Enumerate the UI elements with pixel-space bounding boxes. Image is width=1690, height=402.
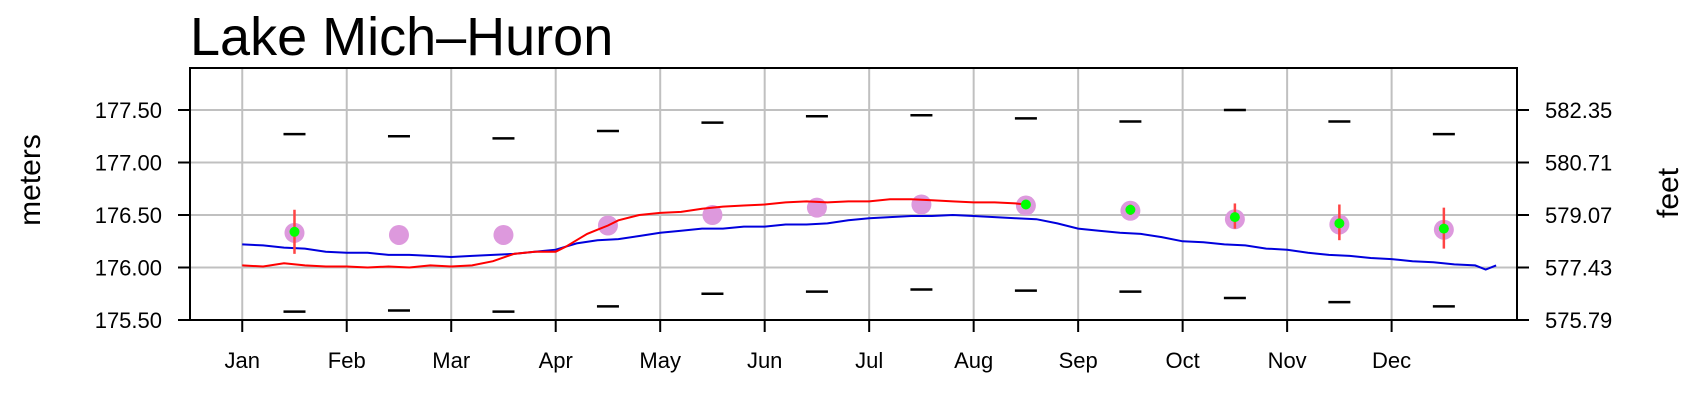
forecast-point bbox=[1125, 204, 1136, 215]
x-tick-label: Jul bbox=[855, 348, 883, 373]
x-tick-label: Aug bbox=[954, 348, 993, 373]
mean-point bbox=[702, 205, 723, 225]
y-tick-label: 176.50 bbox=[95, 203, 162, 228]
mean-point bbox=[388, 224, 409, 245]
x-tick-label: Sep bbox=[1059, 348, 1098, 373]
y-axis-label-meters: meters bbox=[14, 134, 47, 226]
forecast-point bbox=[1229, 212, 1240, 223]
plot-frame bbox=[189, 67, 1518, 321]
current-year-line bbox=[242, 198, 1027, 269]
x-tick-label: Jan bbox=[225, 348, 260, 373]
y2-tick-label: 575.79 bbox=[1545, 308, 1612, 333]
mean-point bbox=[911, 194, 932, 215]
series-layer bbox=[242, 108, 1497, 313]
last-year-line bbox=[242, 213, 1497, 271]
y-axis-label-feet: feet bbox=[1652, 167, 1685, 218]
y2-tick-label: 580.71 bbox=[1545, 151, 1612, 176]
y-tick-label: 177.50 bbox=[95, 98, 162, 123]
y2-tick-label: 577.43 bbox=[1545, 256, 1612, 281]
x-tick-label: Feb bbox=[328, 348, 366, 373]
y2-tick-label: 582.35 bbox=[1545, 98, 1612, 123]
forecast-point bbox=[1334, 218, 1345, 229]
y-tick-label: 175.50 bbox=[95, 308, 162, 333]
mean-point bbox=[493, 224, 514, 245]
forecast-point bbox=[289, 226, 300, 237]
x-tick-label: Apr bbox=[539, 348, 573, 373]
grid bbox=[190, 68, 1517, 321]
forecast-point bbox=[1438, 223, 1449, 234]
y2-tick-label: 579.07 bbox=[1545, 203, 1612, 228]
x-tick-label: Dec bbox=[1372, 348, 1411, 373]
x-tick-label: Mar bbox=[432, 348, 470, 373]
x-tick-label: Nov bbox=[1268, 348, 1307, 373]
x-tick-label: May bbox=[639, 348, 681, 373]
chart-title: Lake Mich–Huron bbox=[190, 7, 613, 67]
axes: Jan Feb Mar Apr May Jun Jul Aug Sep Oct Nov Dec 175.… bbox=[95, 98, 1613, 373]
y-tick-label: 176.00 bbox=[95, 256, 162, 281]
x-tick-label: Oct bbox=[1166, 348, 1200, 373]
x-tick-label: Jun bbox=[747, 348, 782, 373]
forecast-point bbox=[1020, 199, 1031, 210]
y-tick-label: 177.00 bbox=[95, 151, 162, 176]
